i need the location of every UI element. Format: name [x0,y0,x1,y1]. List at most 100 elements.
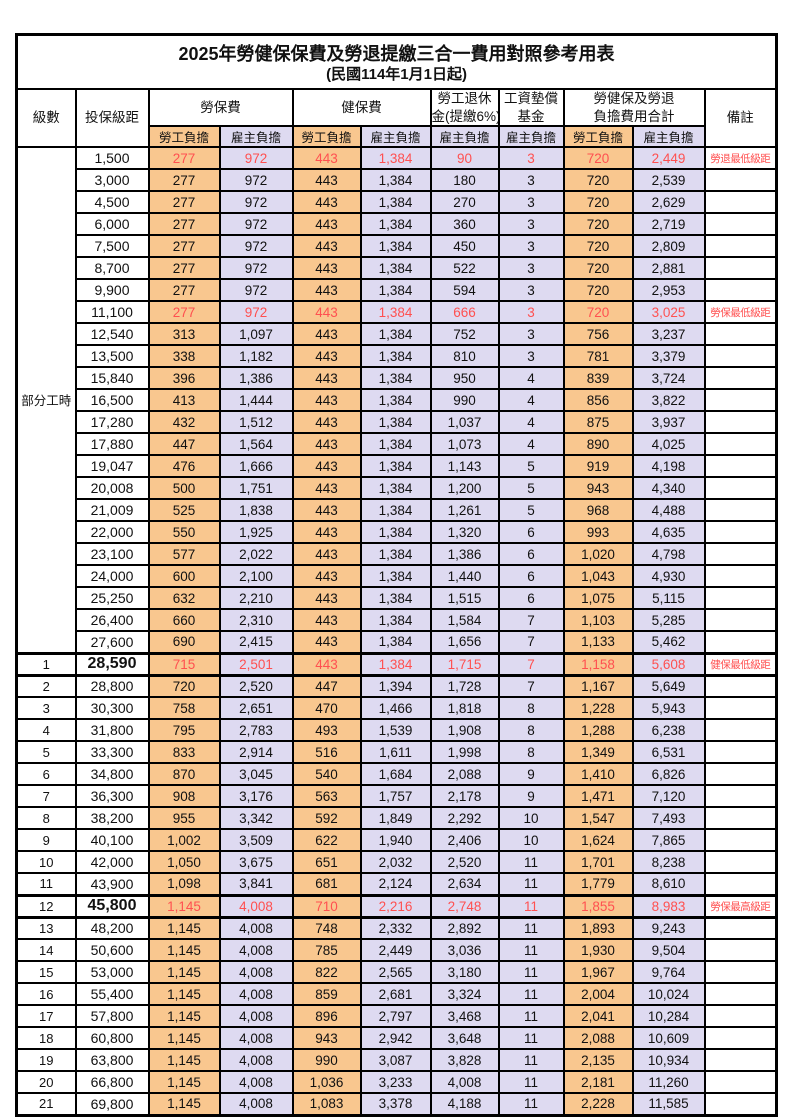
health-employee-cell: 622 [291,828,362,853]
level-cell: 2 [15,674,77,699]
health-employee-cell: 1,083 [291,1092,362,1117]
total-employee-cell: 2,088 [562,1026,634,1051]
bracket-cell: 17,280 [74,410,150,435]
health-employer-cell: 2,216 [359,893,432,919]
labor-employer-cell: 3,675 [218,850,294,875]
total-employee-cell: 2,041 [562,1004,634,1029]
labor-employee-cell: 413 [147,388,221,413]
bracket-cell: 25,250 [74,586,150,611]
total-employer-cell: 8,238 [631,850,706,875]
header-group-row: 級數 投保級距 勞保費 健保費 勞工退休 金(提繳6%) 工資墊償 基金 勞健保及勞… [15,87,778,149]
pension-employer-cell: 2,088 [429,762,500,787]
total-employee-cell: 1,167 [562,674,634,699]
health-employee-cell: 651 [291,850,362,875]
labor-employee-cell: 1,002 [147,828,221,853]
wage-fund-employer-cell: 3 [497,278,565,303]
labor-employee-cell: 870 [147,762,221,787]
pension-employer-cell: 752 [429,322,500,347]
bracket-cell: 23,100 [74,542,150,567]
total-employee-cell: 1,020 [562,542,634,567]
total-employer-cell: 2,809 [631,234,706,259]
total-employee-cell: 1,779 [562,872,634,897]
table-row: 10 42,000 1,050 3,675 651 2,032 2,520 11 1,701 8,… [15,850,778,875]
level-cell: 8 [15,806,77,831]
health-employee-cell: 1,036 [291,1070,362,1095]
title-row: 2025年勞健保保費及勞退提繳三合一費用對照參考用表 (民國114年1月1日起) [15,33,778,90]
labor-employer-cell: 4,008 [218,960,294,985]
health-employer-cell: 1,684 [359,762,432,787]
health-employer-cell: 2,565 [359,960,432,985]
health-employer-cell: 2,032 [359,850,432,875]
total-employee-cell: 1,855 [562,893,634,919]
table-row: 20 66,800 1,145 4,008 1,036 3,233 4,008 11 2,181… [15,1070,778,1095]
health-employer-cell: 1,384 [359,432,432,457]
remark-cell [703,674,778,699]
total-employer-cell: 6,238 [631,718,706,743]
labor-employer-cell: 2,914 [218,740,294,765]
level-cell: 14 [15,938,77,963]
col-header-level: 級數 [15,87,77,149]
health-employee-cell: 443 [291,476,362,501]
health-employee-cell: 447 [291,674,362,699]
pension-employer-cell: 180 [429,168,500,193]
labor-employer-cell: 1,386 [218,366,294,391]
health-employer-cell: 1,384 [359,212,432,237]
pension-employer-cell: 3,828 [429,1048,500,1073]
wage-fund-label-line2: 基金 [517,108,545,124]
health-employer-cell: 3,233 [359,1070,432,1095]
total-employee-cell: 720 [562,146,634,171]
total-employee-cell: 1,228 [562,696,634,721]
pension-employer-cell: 90 [429,146,500,171]
pension-employer-cell: 360 [429,212,500,237]
wage-fund-employer-cell: 3 [497,190,565,215]
total-employer-cell: 4,488 [631,498,706,523]
table-row: 19,047 476 1,666 443 1,384 1,143 5 919 4,198 [17,454,778,479]
labor-employee-cell: 955 [147,806,221,831]
health-employer-cell: 1,384 [359,366,432,391]
remark-cell [703,344,778,369]
wage-fund-employer-cell: 11 [497,982,565,1007]
total-employer-cell: 10,609 [631,1026,706,1051]
labor-employer-cell: 1,564 [218,432,294,457]
pension-employer-cell: 594 [429,278,500,303]
health-employee-cell: 443 [291,212,362,237]
health-employee-cell: 493 [291,718,362,743]
labor-employer-cell: 2,100 [218,564,294,589]
level-cell: 11 [15,872,77,897]
total-employee-cell: 720 [562,256,634,281]
total-employee-cell: 1,547 [562,806,634,831]
pension-employer-cell: 2,634 [429,872,500,897]
health-employer-cell: 1,384 [359,344,432,369]
title-cell: 2025年勞健保保費及勞退提繳三合一費用對照參考用表 (民國114年1月1日起) [15,33,778,90]
pension-label-line2: 金(提繳6%) [431,108,499,124]
total-employer-cell: 7,493 [631,806,706,831]
health-employee-cell: 443 [291,256,362,281]
health-employer-cell: 1,539 [359,718,432,743]
health-employee-cell: 443 [291,586,362,611]
subheader-total-employee: 勞工負擔 [562,125,634,149]
health-employer-cell: 1,384 [359,190,432,215]
level-cell: 1 [15,651,77,677]
health-employer-cell: 2,942 [359,1026,432,1051]
table-row: 4,500 277 972 443 1,384 270 3 720 2,629 [17,190,778,215]
pension-employer-cell: 3,324 [429,982,500,1007]
labor-employee-cell: 795 [147,718,221,743]
wage-fund-employer-cell: 3 [497,344,565,369]
health-employer-cell: 1,940 [359,828,432,853]
level-cell: 5 [15,740,77,765]
health-employer-cell: 1,384 [359,146,432,171]
pension-employer-cell: 2,406 [429,828,500,853]
table-row: 12 45,800 1,145 4,008 710 2,216 2,748 11 1,855 8,… [15,893,778,919]
bracket-cell: 15,840 [74,366,150,391]
level-cell: 6 [15,762,77,787]
health-employee-cell: 470 [291,696,362,721]
pension-employer-cell: 1,584 [429,608,500,633]
table-row: 12,540 313 1,097 443 1,384 752 3 756 3,237 [17,322,778,347]
wage-fund-employer-cell: 3 [497,256,565,281]
subheader-wage-fund-employer: 雇主負擔 [497,125,565,149]
health-employer-cell: 1,384 [359,234,432,259]
health-employee-cell: 443 [291,498,362,523]
remark-cell [703,388,778,413]
level-cell: 13 [15,916,77,941]
wage-fund-employer-cell: 5 [497,498,565,523]
